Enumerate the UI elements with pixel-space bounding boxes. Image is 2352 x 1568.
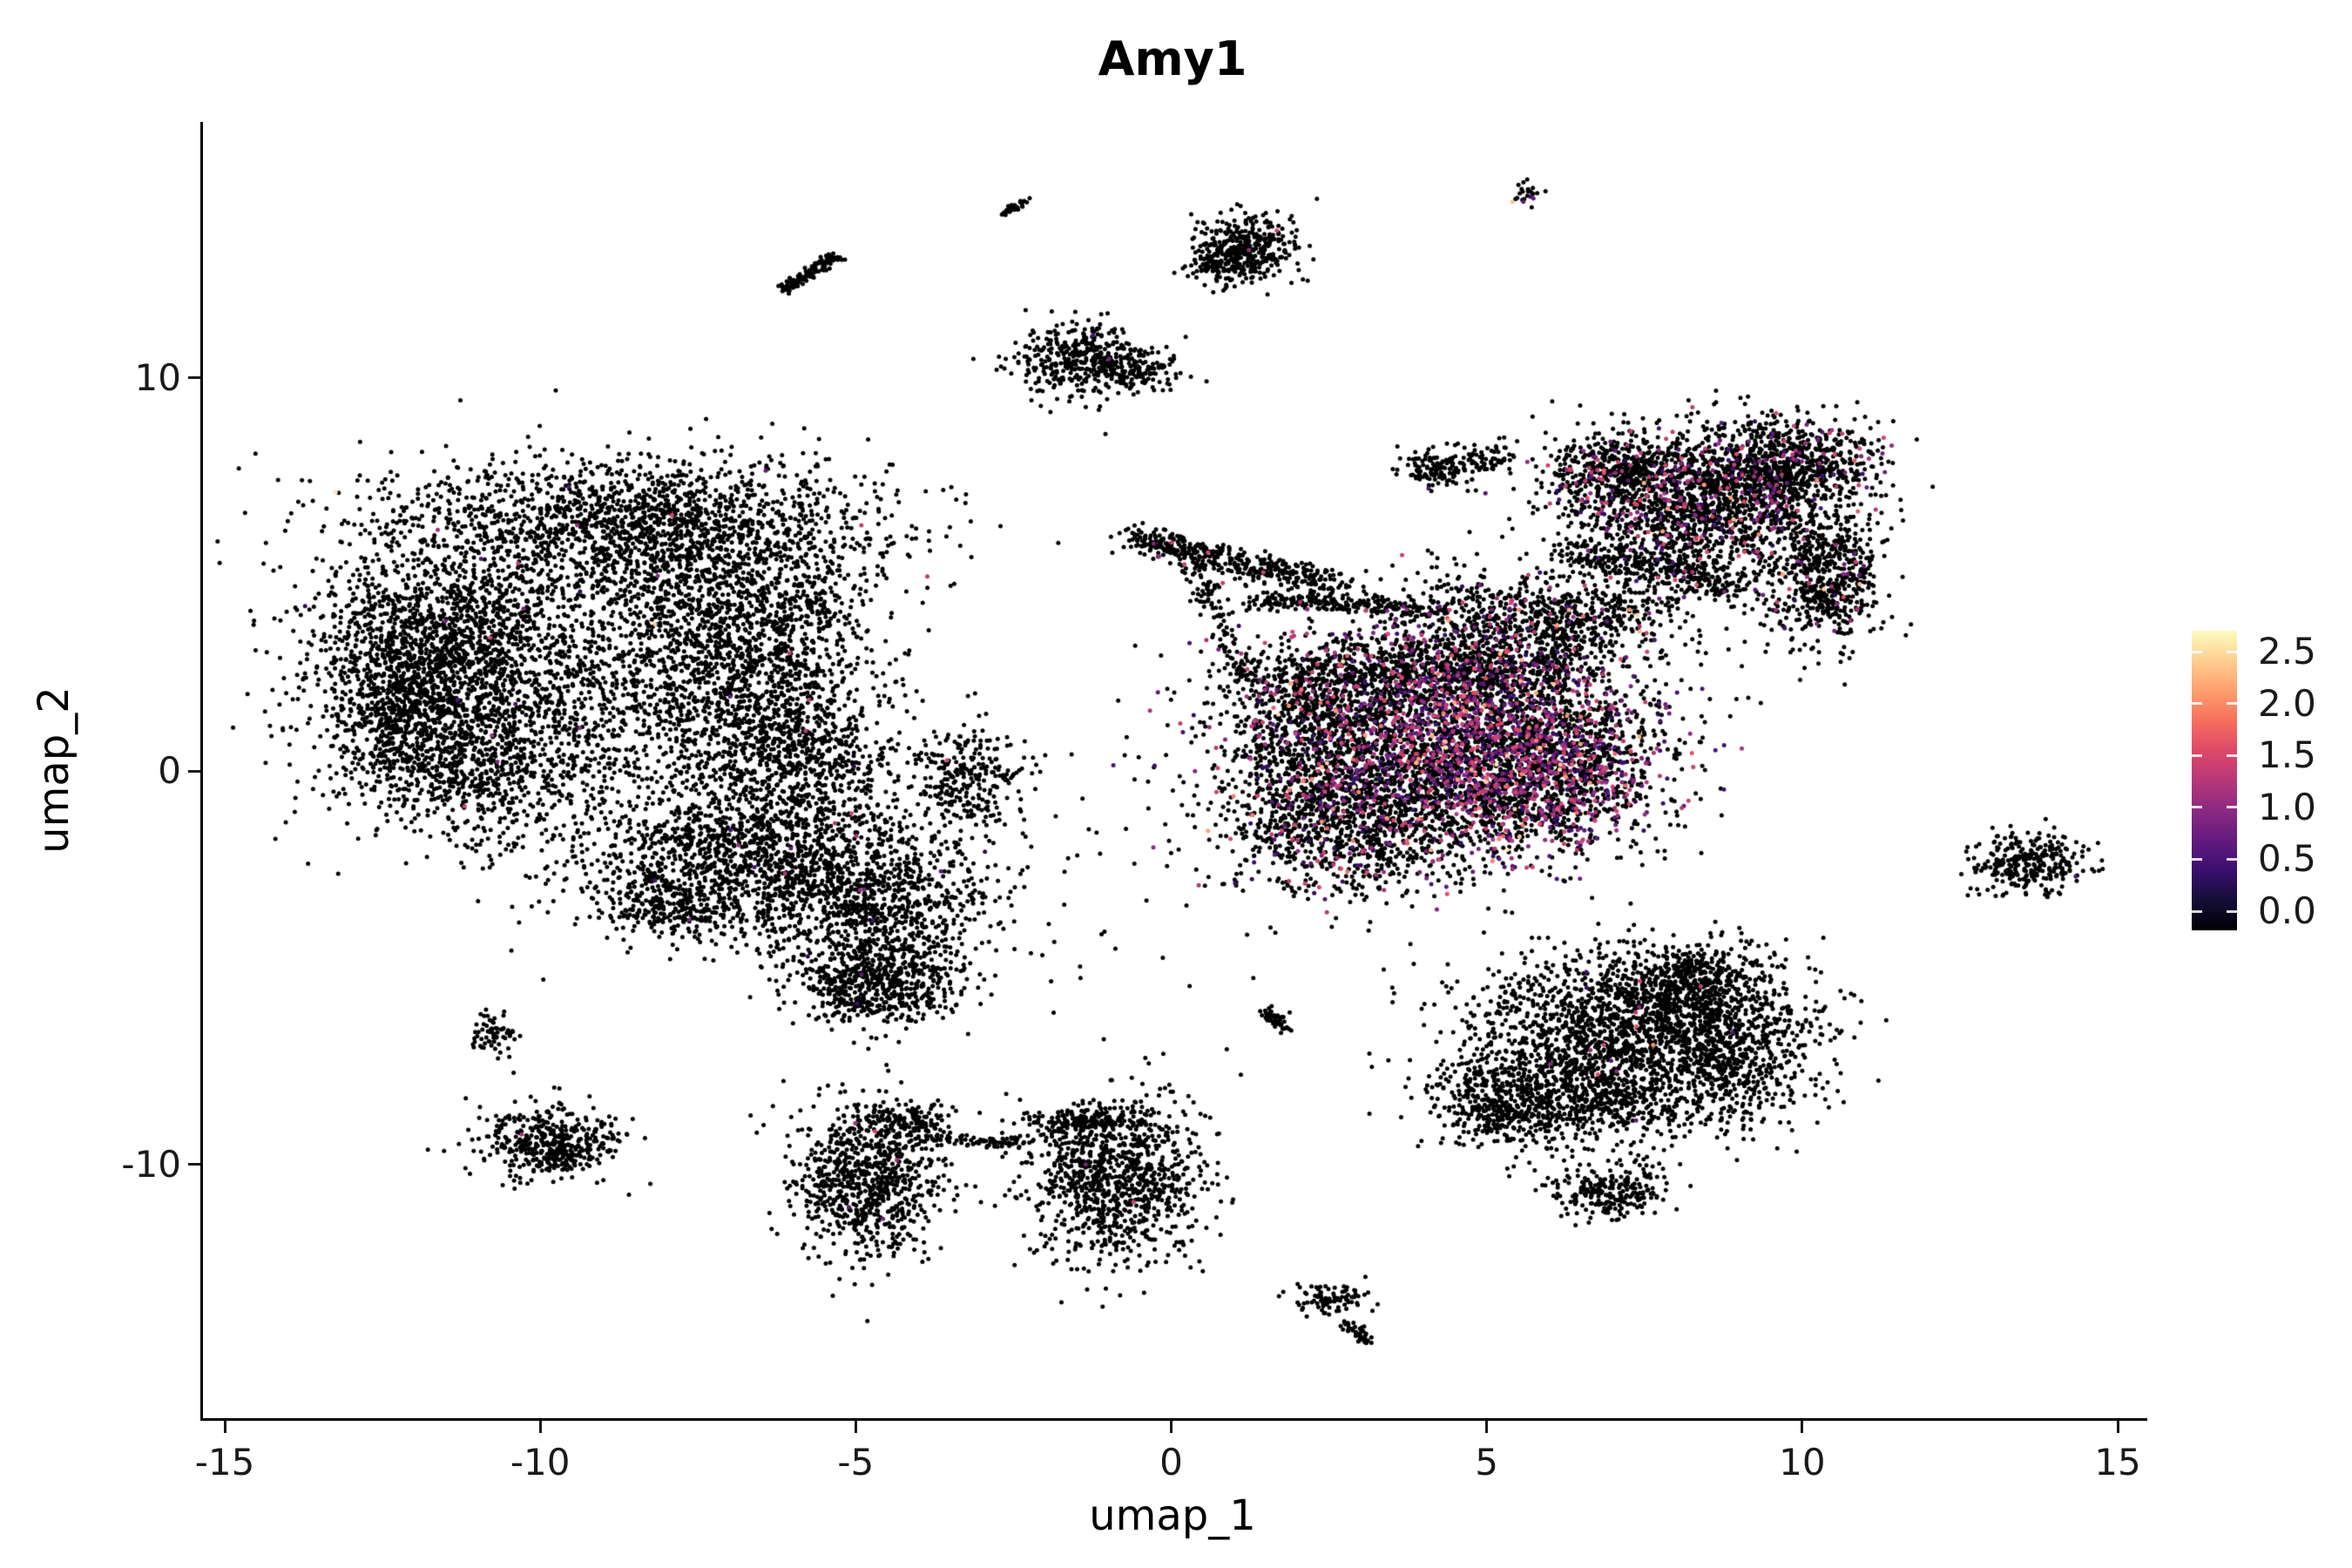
colorbar-tick-mark xyxy=(2192,650,2202,653)
colorbar-tick-mark xyxy=(2227,754,2237,757)
colorbar-tick-mark xyxy=(2192,806,2202,809)
plot-panel xyxy=(200,122,2147,1421)
colorbar-gradient xyxy=(2192,631,2237,930)
y-tick-mark xyxy=(188,376,200,379)
colorbar-tick-mark xyxy=(2227,909,2237,913)
colorbar-tick-mark xyxy=(2227,650,2237,653)
colorbar-tick-mark xyxy=(2192,702,2202,706)
x-tick-label: 5 xyxy=(1475,1441,1499,1484)
colorbar-tick-mark xyxy=(2192,754,2202,757)
x-tick-label: -10 xyxy=(510,1441,571,1484)
x-axis-title: umap_1 xyxy=(1089,1491,1256,1540)
x-tick-mark xyxy=(538,1421,542,1433)
x-tick-label: -5 xyxy=(837,1441,875,1484)
x-tick-mark xyxy=(2116,1421,2119,1433)
scatter-points-canvas xyxy=(203,122,2147,1418)
x-tick-label: -15 xyxy=(194,1441,255,1484)
colorbar-tick-mark xyxy=(2227,702,2237,706)
colorbar-tick-label: 1.5 xyxy=(2258,733,2316,777)
x-tick-mark xyxy=(1485,1421,1489,1433)
colorbar-tick-mark xyxy=(2192,909,2202,913)
y-tick-label: 10 xyxy=(134,355,181,399)
y-tick-mark xyxy=(188,769,200,773)
x-tick-mark xyxy=(854,1421,857,1433)
colorbar-tick-mark xyxy=(2192,857,2202,861)
colorbar-tick-mark xyxy=(2227,857,2237,861)
colorbar-tick-label: 2.0 xyxy=(2258,681,2316,725)
x-tick-mark xyxy=(1170,1421,1173,1433)
y-tick-label: 0 xyxy=(158,749,181,792)
plot-title: Amy1 xyxy=(1098,31,1247,86)
x-tick-label: 10 xyxy=(1779,1441,1826,1484)
x-tick-mark xyxy=(1801,1421,1804,1433)
x-tick-label: 0 xyxy=(1159,1441,1183,1484)
x-tick-label: 15 xyxy=(2094,1441,2141,1484)
colorbar-tick-label: 0.0 xyxy=(2258,889,2316,932)
colorbar-tick-mark xyxy=(2227,806,2237,809)
colorbar-tick-label: 0.5 xyxy=(2258,837,2316,881)
y-tick-label: -10 xyxy=(121,1142,181,1186)
colorbar-tick-label: 1.0 xyxy=(2258,785,2316,828)
y-tick-mark xyxy=(188,1163,200,1166)
x-tick-mark xyxy=(223,1421,226,1433)
colorbar-tick-label: 2.5 xyxy=(2258,630,2316,672)
